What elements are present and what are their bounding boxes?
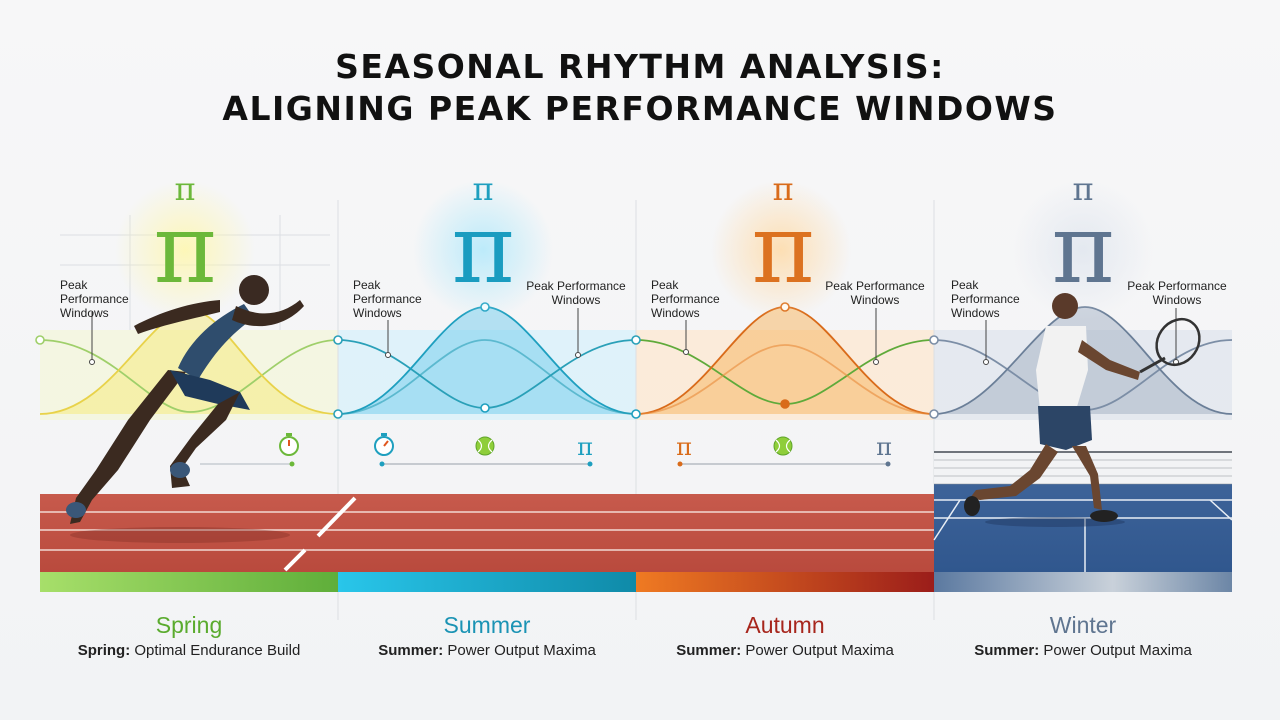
annotation-peak-performance: Peak Performance Windows <box>825 279 925 307</box>
annotation-peak-performance: Peak Performance Windows <box>651 278 720 320</box>
tennis-ball-icon <box>475 436 495 456</box>
marker <box>35 335 45 345</box>
tennis-court <box>933 451 1233 572</box>
winter-bar <box>934 572 1232 592</box>
pi-icon: π <box>577 433 593 461</box>
spring-bar <box>40 572 338 592</box>
season-bars <box>40 572 1232 592</box>
marker <box>333 335 343 345</box>
autumn-wave-area <box>636 307 934 414</box>
pi-icon: π <box>751 193 814 305</box>
pi-icon: π <box>1072 170 1093 208</box>
annotation-peak-performance: Peak Performance Windows <box>60 278 129 320</box>
annotation-peak-performance: Peak Performance Windows <box>353 278 422 320</box>
season-desc-bold: Summer: <box>974 642 1040 659</box>
autumn-wave-line-c <box>635 344 935 415</box>
timelines: π π π <box>200 433 892 467</box>
autumn-bar <box>636 572 934 592</box>
summer-wave-line-c <box>337 339 637 415</box>
annotation-peak-performance: Peak Performance Windows <box>526 279 626 307</box>
spring-wave-line-a <box>39 339 339 413</box>
marker <box>631 335 641 345</box>
season-desc-winter: Summer: Power Output Maxima <box>934 642 1232 659</box>
tennis-player-figure <box>964 293 1201 522</box>
pi-icon: π <box>451 193 514 305</box>
season-desc-bold: Summer: <box>676 642 742 659</box>
season-label-summer: Summer <box>443 612 531 638</box>
summer-wave-area <box>338 307 636 414</box>
pi-icon: π <box>472 170 493 208</box>
season-label-spring: Spring <box>155 612 223 638</box>
season-desc-text: Optimal Endurance Build <box>130 642 301 659</box>
pi-glyphs: π π π π π π π π <box>115 170 1153 320</box>
season-label-autumn: Autumn <box>745 612 825 638</box>
marker <box>480 403 490 413</box>
summer-bar <box>338 572 636 592</box>
season-desc-summer: Summer: Power Output Maxima <box>338 642 636 659</box>
marker <box>333 409 343 419</box>
stopwatch-icon <box>279 433 299 456</box>
annotation-leaders <box>91 308 1177 362</box>
annotation-peak-performance: Peak Performance Windows <box>951 278 1020 320</box>
page-title: SEASONAL RHYTHM ANALYSIS: ALIGNING PEAK … <box>0 46 1280 130</box>
pi-icon: π <box>676 433 692 461</box>
sprinter-figure <box>66 275 304 524</box>
marker <box>631 409 641 419</box>
annotation-peak-performance: Peak Performance Windows <box>1127 279 1227 307</box>
season-desc-autumn: Summer: Power Output Maxima <box>636 642 934 659</box>
title-line-1: SEASONAL RHYTHM ANALYSIS: <box>335 47 945 86</box>
pi-icon: π <box>772 170 793 208</box>
season-desc-bold: Spring: <box>77 642 131 659</box>
tennis-ball-icon <box>773 436 793 456</box>
season-desc-bold: Summer: <box>378 642 444 659</box>
season-desc-text: Power Output Maxima <box>741 642 894 659</box>
marker <box>929 335 939 345</box>
marker <box>929 409 939 419</box>
season-desc-spring: Spring: Optimal Endurance Build <box>40 642 338 659</box>
pi-icon: π <box>153 193 216 305</box>
season-desc-text: Power Output Maxima <box>443 642 596 659</box>
stopwatch-icon <box>374 433 394 456</box>
pi-icon: π <box>876 433 892 461</box>
running-track <box>40 494 934 572</box>
season-desc-text: Power Output Maxima <box>1039 642 1192 659</box>
season-label-winter: Winter <box>1049 612 1117 638</box>
pi-icon: π <box>1051 193 1114 305</box>
title-line-2: ALIGNING PEAK PERFORMANCE WINDOWS <box>222 89 1058 128</box>
pi-icon: π <box>174 170 195 208</box>
marker <box>780 399 790 409</box>
